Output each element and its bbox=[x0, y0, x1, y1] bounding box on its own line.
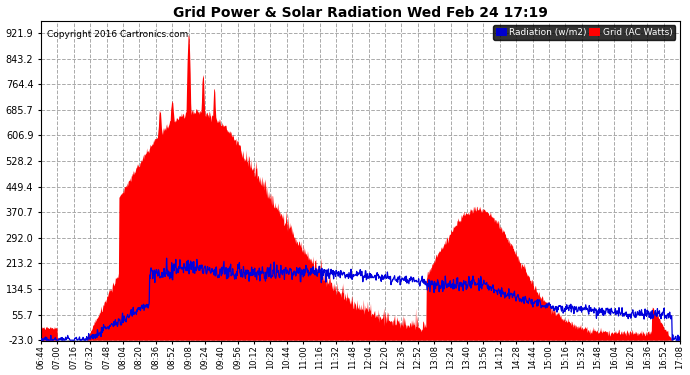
Text: Copyright 2016 Cartronics.com: Copyright 2016 Cartronics.com bbox=[48, 30, 188, 39]
Title: Grid Power & Solar Radiation Wed Feb 24 17:19: Grid Power & Solar Radiation Wed Feb 24 … bbox=[173, 6, 548, 20]
Legend: Radiation (w/m2), Grid (AC Watts): Radiation (w/m2), Grid (AC Watts) bbox=[493, 25, 676, 40]
